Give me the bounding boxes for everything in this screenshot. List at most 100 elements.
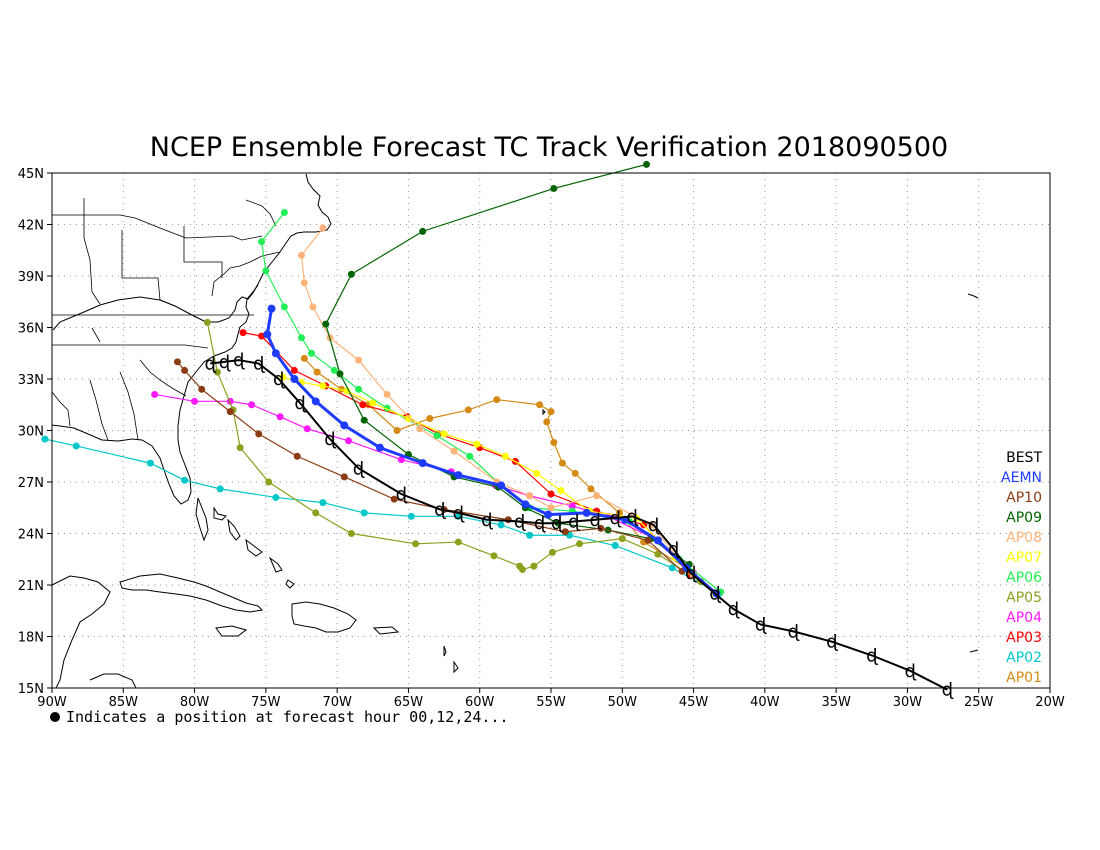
track-point: [340, 473, 348, 481]
track-point: [543, 418, 551, 426]
track-point: [312, 509, 320, 517]
track-point: [557, 487, 565, 495]
track-point: [530, 562, 538, 570]
x-tick-label: 70W: [322, 695, 352, 710]
hurricane-symbol: ɖ: [609, 508, 621, 529]
track-point: [550, 184, 558, 192]
y-tick-label: 24N: [18, 528, 44, 543]
track-point: [322, 320, 330, 328]
hurricane-symbol: ɖ: [481, 510, 493, 531]
hurricane-symbol: ɖ: [866, 645, 878, 666]
track-point: [571, 469, 579, 477]
track-point: [239, 329, 247, 337]
track-point: [597, 524, 605, 532]
track-point: [550, 439, 558, 447]
track-point: [412, 540, 420, 548]
track-point: [454, 538, 462, 546]
x-tick-label: 25W: [964, 695, 994, 710]
track-point: [558, 459, 566, 467]
x-tick-label: 35W: [821, 695, 851, 710]
track-point: [319, 499, 327, 507]
y-tick-label: 33N: [18, 373, 44, 388]
track-point: [407, 512, 415, 520]
x-tick-label: 60W: [465, 695, 495, 710]
y-tick-label: 27N: [18, 476, 44, 491]
track-point: [146, 459, 154, 467]
hurricane-symbol: ɖ: [551, 513, 563, 534]
hurricane-symbol: ɖ: [668, 539, 680, 560]
track-point: [490, 552, 498, 560]
track-point: [375, 443, 384, 452]
track-point: [298, 334, 305, 342]
legend-item-aemn: AEMN: [1001, 470, 1042, 486]
track-point: [440, 430, 448, 438]
track-point: [226, 408, 234, 416]
hurricane-symbol: ɖ: [709, 584, 721, 605]
track-point: [497, 521, 505, 529]
legend-item-best: BEST: [1006, 450, 1042, 466]
track-point: [343, 387, 351, 395]
track-point: [644, 536, 652, 544]
x-axis-ticks: 90W 85W 80W 75W 70W 65W 60W 55W 50W 45W 40W 35W 30W 2…: [37, 688, 1065, 710]
y-tick-label: 45N: [18, 167, 44, 182]
y-tick-label: 15N: [18, 682, 44, 697]
hurricane-symbol: ɖ: [568, 511, 580, 532]
track-point: [397, 456, 405, 464]
y-tick-label: 36N: [18, 322, 44, 337]
x-tick-label: 40W: [750, 695, 780, 710]
track-point: [319, 224, 327, 232]
y-tick-label: 42N: [18, 219, 44, 234]
track-point: [618, 535, 626, 543]
legend-item-ap09: AP09: [1006, 510, 1042, 526]
track-point: [336, 370, 344, 378]
hurricane-symbol: ɖ: [755, 614, 767, 635]
hurricane-symbol: ɖ: [627, 506, 639, 527]
hurricane-symbol: ɖ: [205, 354, 217, 375]
track-point: [548, 548, 556, 556]
footnote: Indicates a position at forecast hour 00…: [66, 708, 509, 726]
track-point: [501, 452, 509, 460]
grid: [52, 173, 1050, 688]
track-point: [466, 452, 474, 460]
track-point: [587, 485, 595, 493]
x-tick-label: 55W: [536, 695, 566, 710]
track-point: [280, 208, 288, 216]
track-point: [393, 427, 401, 434]
track-point: [198, 385, 206, 393]
y-tick-label: 18N: [18, 631, 44, 646]
legend-item-ap01: AP01: [1006, 670, 1042, 686]
legend-item-ap06: AP06: [1006, 570, 1042, 586]
track-point: [544, 510, 553, 519]
hurricane-symbol: ɖ: [514, 511, 526, 532]
x-tick-label: 65W: [394, 695, 424, 710]
track-point: [151, 390, 159, 398]
track-point: [272, 493, 280, 501]
track-point: [526, 492, 534, 500]
track-point: [311, 397, 320, 406]
track-point: [568, 502, 576, 510]
track-point: [181, 476, 189, 484]
track-point: [536, 401, 544, 409]
track-point: [258, 238, 266, 246]
hurricane-symbol: ɖ: [826, 632, 838, 653]
x-tick-label: 50W: [608, 695, 638, 710]
track-point: [307, 349, 315, 357]
y-tick-label: 30N: [18, 425, 44, 440]
track-point: [300, 354, 308, 362]
track-point: [313, 368, 321, 376]
x-tick-label: 75W: [251, 695, 281, 710]
hurricane-symbol: ɖ: [233, 350, 245, 371]
track-point: [280, 303, 288, 311]
track-line: [177, 361, 683, 572]
track-point: [526, 531, 534, 539]
track-point: [293, 452, 301, 460]
track-point: [300, 279, 308, 287]
track-ap09: [322, 160, 693, 568]
hurricane-symbol: ɖ: [396, 484, 408, 505]
hurricane-symbol: ɖ: [685, 563, 697, 584]
track-point: [359, 401, 367, 409]
track-point: [593, 492, 601, 500]
hurricane-symbol: ɖ: [273, 369, 285, 390]
track-point: [369, 399, 377, 407]
track-point: [181, 366, 189, 374]
